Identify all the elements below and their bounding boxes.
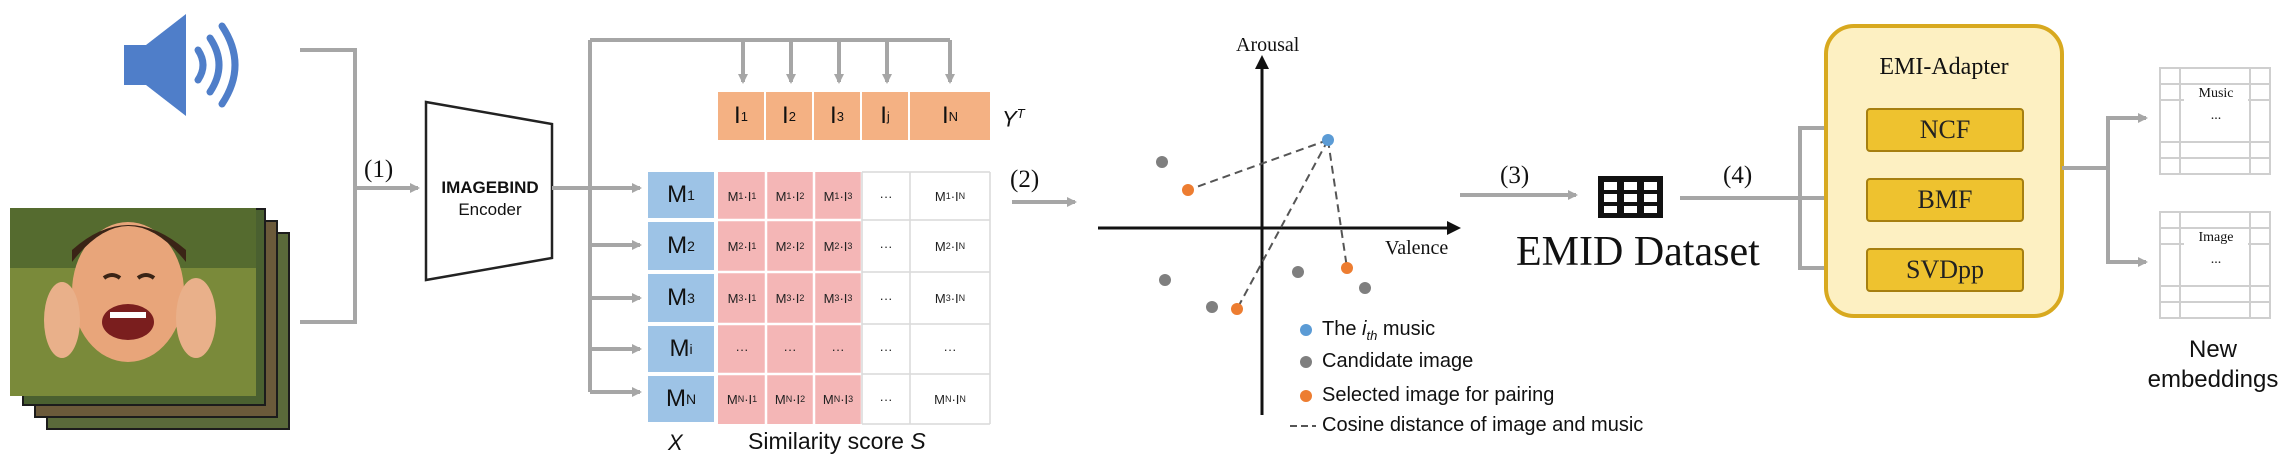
step-label-3: (3) bbox=[1500, 162, 1530, 189]
music-feed-arrows bbox=[590, 240, 642, 397]
step-label-1: (1) bbox=[364, 156, 394, 183]
similarity-cell: M 1 ·I N bbox=[934, 188, 966, 204]
similarity-cell: M 1 ·I 1 bbox=[727, 188, 757, 204]
candidate-point bbox=[1292, 266, 1304, 278]
candidate-point bbox=[1156, 156, 1168, 168]
similarity-cell: M N ·I 2 bbox=[774, 391, 806, 407]
candidate-point bbox=[1206, 301, 1218, 313]
legend-music: The ith music bbox=[1322, 318, 1436, 343]
similarity-cell: ··· bbox=[943, 341, 957, 357]
image-embedding-grid bbox=[2159, 211, 2271, 319]
similarity-cell: ··· bbox=[879, 188, 893, 204]
similarity-cell: M 1 ·I 3 bbox=[823, 188, 853, 204]
similarity-cell: M 2 ·I 2 bbox=[775, 238, 805, 254]
similarity-cell: M 3 ·I 2 bbox=[775, 290, 805, 306]
music-point bbox=[1322, 134, 1334, 146]
similarity-cell: ··· bbox=[831, 341, 845, 357]
music-grid-label: Music bbox=[2184, 86, 2248, 102]
step-label-2: (2) bbox=[1010, 166, 1040, 193]
similarity-cell: ··· bbox=[879, 391, 893, 407]
similarity-cell: M 2 ·I 1 bbox=[727, 238, 757, 254]
selected-point bbox=[1182, 184, 1194, 196]
adapter-title: EMI-Adapter bbox=[1879, 54, 2009, 80]
similarity-cell: ··· bbox=[879, 341, 893, 357]
valence-arousal-plot bbox=[1098, 55, 1461, 415]
new-embeddings-line1: New bbox=[2188, 336, 2237, 363]
candidate-point bbox=[1359, 282, 1371, 294]
svdpp-box: SVDpp bbox=[1866, 248, 2024, 292]
similarity-score-label: Similarity score S bbox=[748, 428, 926, 454]
selected-point bbox=[1231, 303, 1243, 315]
image-feed-arrows bbox=[738, 40, 955, 84]
similarity-cell: ··· bbox=[735, 341, 749, 357]
similarity-cell: ··· bbox=[879, 238, 893, 254]
output-arrow-image bbox=[2106, 168, 2148, 267]
similarity-cell: M N ·I 3 bbox=[822, 391, 854, 407]
image-stack-icon bbox=[10, 208, 290, 430]
imagebind-encoder bbox=[424, 100, 554, 282]
bmf-box: BMF bbox=[1866, 178, 2024, 222]
output-arrow-music bbox=[2062, 113, 2148, 170]
image-grid-dots: ... bbox=[2210, 252, 2222, 267]
similarity-cell: M 3 ·I N bbox=[934, 290, 966, 306]
valence-label: Valence bbox=[1385, 237, 1449, 259]
new-embeddings-line2: embeddings bbox=[2147, 366, 2279, 393]
similarity-cell: M 3 ·I 3 bbox=[823, 290, 853, 306]
x-matrix-label: X bbox=[668, 430, 683, 455]
transpose-label: YT bbox=[1002, 106, 1025, 132]
legend-cosine: Cosine distance of image and music bbox=[1322, 414, 1644, 436]
encoder-title: IMAGEBIND bbox=[441, 178, 539, 197]
similarity-cell: M 2 ·I N bbox=[934, 238, 966, 254]
arousal-label: Arousal bbox=[1236, 34, 1300, 56]
similarity-cell: M 1 ·I 2 bbox=[775, 188, 805, 204]
similarity-cell: M N ·I N bbox=[934, 391, 966, 407]
legend-markers bbox=[1290, 324, 1316, 427]
candidate-point bbox=[1159, 274, 1171, 286]
ncf-box: NCF bbox=[1866, 108, 2024, 152]
legend-candidate: Candidate image bbox=[1322, 350, 1474, 372]
encoder-subtitle: Encoder bbox=[458, 200, 522, 219]
speaker-icon bbox=[124, 14, 239, 116]
similarity-cell: ··· bbox=[879, 290, 893, 306]
dataset-name: EMID Dataset bbox=[1516, 229, 1760, 275]
similarity-matrix bbox=[718, 171, 991, 425]
similarity-cell: M 2 ·I 3 bbox=[823, 238, 853, 254]
similarity-cell: ··· bbox=[783, 341, 797, 357]
similarity-cell: M N ·I 1 bbox=[726, 391, 758, 407]
similarity-cell: M 3 ·I 1 bbox=[727, 290, 757, 306]
selected-point bbox=[1341, 262, 1353, 274]
table-grid-icon bbox=[1598, 176, 1663, 218]
image-grid-label: Image bbox=[2184, 230, 2248, 246]
emi-adapter-container bbox=[1824, 24, 2064, 318]
step-label-4: (4) bbox=[1723, 162, 1753, 189]
music-grid-dots: ... bbox=[2210, 108, 2222, 123]
music-embedding-grid bbox=[2159, 67, 2271, 175]
input-bracket bbox=[300, 48, 357, 324]
cosine-distance-lines bbox=[1187, 139, 1348, 310]
legend-selected: Selected image for pairing bbox=[1322, 384, 1555, 406]
